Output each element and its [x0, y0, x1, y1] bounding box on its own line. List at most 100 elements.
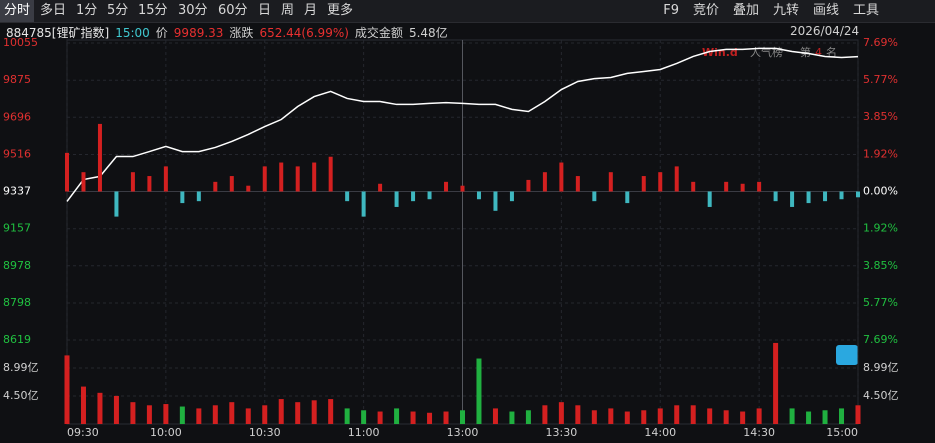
tab[interactable]: 周 — [281, 3, 295, 18]
tab[interactable]: 画线 — [812, 3, 839, 18]
y-tick-label: 9696 — [3, 110, 31, 123]
x-tick-label: 09:30 — [67, 426, 99, 439]
volume-bar — [707, 408, 713, 424]
volume-bar — [113, 395, 119, 424]
y-tick-label: 10055 — [3, 36, 38, 49]
amount-label: 成交金额 — [354, 26, 403, 40]
momentum-bar — [493, 191, 498, 211]
tab[interactable]: 60分 — [218, 3, 248, 18]
volume-bar — [97, 392, 103, 424]
momentum-bar — [856, 191, 860, 198]
watermark-prefix: 第 — [800, 45, 811, 59]
momentum-bar — [444, 181, 449, 192]
volume-bar — [295, 402, 301, 424]
y2-tick-label: 0.00% — [863, 185, 898, 198]
tab[interactable]: 月 — [304, 3, 318, 18]
volume-bar — [509, 411, 515, 424]
tab[interactable]: 竞价 — [692, 3, 719, 18]
volume-bar — [855, 405, 861, 424]
momentum-bar — [394, 191, 399, 207]
momentum-bar — [460, 185, 465, 192]
volume-bar — [311, 400, 317, 424]
momentum-bar — [114, 191, 119, 217]
momentum-bar — [790, 191, 795, 207]
momentum-bar — [806, 191, 811, 204]
momentum-bar — [691, 181, 696, 192]
change: 652.44(6.99%) — [259, 26, 349, 40]
volume-bar — [839, 408, 845, 424]
momentum-bar — [526, 179, 531, 192]
tab[interactable]: 多日 — [40, 3, 67, 18]
volume-bar — [773, 342, 779, 424]
momentum-bar — [757, 181, 762, 192]
volume-bar — [344, 408, 350, 424]
volume-bar — [410, 411, 416, 424]
volume-bar — [377, 411, 383, 424]
tab[interactable]: 15分 — [138, 3, 168, 18]
momentum-bar — [674, 166, 679, 192]
momentum-bar — [823, 191, 828, 202]
tab[interactable]: 更多 — [327, 3, 354, 18]
amount: 5.48亿 — [408, 26, 448, 40]
y2-tick-label: 7.69% — [863, 36, 898, 49]
volume-bar — [723, 410, 729, 424]
momentum-bar — [658, 172, 663, 192]
momentum-bar — [97, 123, 102, 192]
volume-bar — [806, 411, 812, 424]
momentum-bar — [411, 191, 416, 202]
volume-bar — [822, 410, 828, 424]
tab[interactable]: 日 — [258, 3, 272, 18]
momentum-bar — [575, 176, 580, 192]
momentum-bar — [592, 191, 597, 202]
volume-bar — [476, 358, 482, 424]
momentum-bar — [65, 152, 69, 192]
y-tick-label: 8798 — [3, 296, 31, 309]
volume-bar — [394, 408, 400, 424]
momentum-bar — [724, 181, 729, 192]
info-line: 884785[锂矿指数] 15:00 价 9989.33 涨跌 652.44(6.99%)… — [6, 24, 454, 41]
tab[interactable]: 30分 — [178, 3, 208, 18]
momentum-bar — [608, 172, 613, 192]
price: 9989.33 — [173, 26, 224, 40]
volume-bar — [575, 405, 581, 424]
tab[interactable]: 分时 — [0, 0, 35, 22]
tab[interactable]: 5分 — [107, 3, 129, 18]
volume-bar — [756, 408, 762, 424]
volume-bar — [163, 404, 169, 424]
volume-bar — [542, 405, 548, 424]
tab[interactable]: F9 — [663, 3, 679, 18]
tab[interactable]: 1分 — [76, 3, 98, 18]
momentum-bar — [378, 183, 383, 192]
momentum-bar — [740, 183, 745, 192]
toolbar: 分时 多日 1分 5分 15分 30分 60分日周月更多 工具 画线 九转 叠加 竞价 F9 — [0, 0, 935, 23]
change-label: 涨跌 — [229, 26, 254, 40]
momentum-bar — [196, 191, 201, 202]
volume-bar — [460, 410, 465, 424]
y-tick-label: 4.50亿 — [863, 389, 899, 402]
date: 2026/04/24 — [790, 24, 860, 38]
volume-bar — [525, 410, 531, 424]
tab[interactable]: 叠加 — [732, 3, 759, 18]
y-tick-label: 8.99亿 — [863, 361, 899, 374]
volume-bar — [179, 406, 185, 424]
x-tick-label: 13:30 — [546, 426, 578, 439]
time: 15:00 — [115, 26, 150, 40]
x-tick-label: 15:00 — [826, 426, 858, 439]
price-line — [66, 47, 859, 202]
volume-bar — [146, 405, 152, 424]
momentum-bar — [295, 166, 300, 192]
tab[interactable]: 九转 — [772, 3, 799, 18]
badge-icon — [836, 345, 858, 365]
volume-bar — [229, 402, 235, 424]
momentum-bar — [345, 191, 350, 202]
tab[interactable]: 工具 — [852, 3, 879, 18]
y2-tick-label: 5.77% — [863, 296, 898, 309]
momentum-bar — [641, 176, 646, 192]
momentum-bar — [262, 166, 267, 192]
momentum-bar — [229, 176, 234, 192]
x-tick-label: 11:00 — [348, 426, 380, 439]
momentum-bar — [707, 191, 712, 207]
price-label: 价 — [155, 26, 168, 40]
y-tick-label: 9157 — [3, 222, 31, 235]
